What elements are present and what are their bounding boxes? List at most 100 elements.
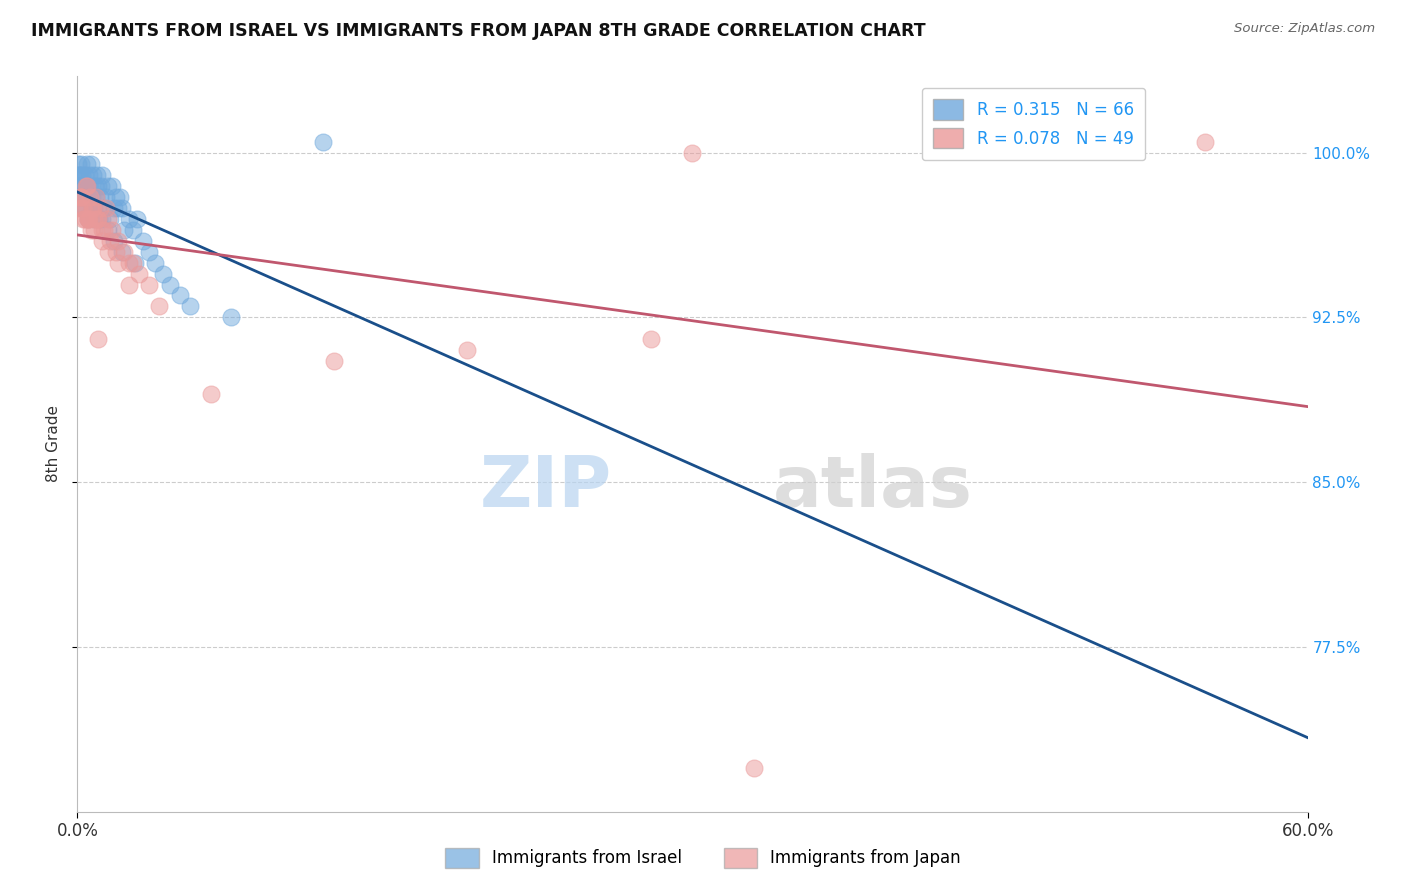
Point (456, 343, 478, 358)
Point (72, 189, 94, 203)
Point (90, 234, 114, 248)
Point (148, 300, 170, 314)
Point (111, 244, 134, 259)
Point (79, 189, 101, 203)
Point (83, 211, 105, 226)
Point (159, 277, 181, 292)
Point (89, 201, 111, 215)
Point (101, 222, 124, 236)
Point (70, 189, 93, 203)
Point (640, 333, 662, 347)
Text: Source: ZipAtlas.com: Source: ZipAtlas.com (1234, 22, 1375, 36)
Point (69, 189, 91, 203)
Point (87, 211, 110, 226)
Point (121, 222, 143, 236)
Point (76, 211, 98, 226)
Point (83, 201, 105, 215)
Point (114, 222, 136, 236)
Point (97, 244, 120, 259)
Y-axis label: 8th Grade: 8th Grade (45, 405, 60, 483)
Point (117, 211, 139, 226)
Point (312, 135, 335, 149)
Point (169, 288, 191, 302)
Point (98, 211, 121, 226)
Point (69, 178, 91, 193)
Point (77, 211, 100, 226)
Point (79, 189, 101, 203)
Point (86, 168, 108, 182)
Point (107, 255, 129, 269)
Point (79, 157, 101, 171)
Point (152, 267, 174, 281)
Point (75, 189, 97, 203)
Point (90, 178, 112, 193)
Point (94, 201, 117, 215)
Point (125, 211, 148, 226)
Point (90, 211, 114, 226)
Point (72, 201, 94, 215)
Point (72, 211, 94, 226)
Point (89, 189, 111, 203)
Point (77, 168, 100, 182)
Point (73, 168, 96, 182)
Legend: R = 0.315   N = 66, R = 0.078   N = 49: R = 0.315 N = 66, R = 0.078 N = 49 (922, 87, 1146, 161)
Text: ZIP: ZIP (481, 453, 613, 523)
Point (83, 178, 105, 193)
Point (73, 211, 96, 226)
Point (138, 277, 160, 292)
Legend: Immigrants from Israel, Immigrants from Japan: Immigrants from Israel, Immigrants from … (439, 841, 967, 875)
Point (67, 157, 90, 171)
Point (322, 354, 344, 368)
Point (76, 157, 98, 171)
Point (128, 267, 150, 281)
Point (219, 310, 242, 325)
Point (114, 244, 136, 259)
Point (105, 189, 128, 203)
Point (67, 168, 90, 182)
Point (70, 157, 93, 171)
Point (72, 201, 94, 215)
Text: IMMIGRANTS FROM ISRAEL VS IMMIGRANTS FROM JAPAN 8TH GRADE CORRELATION CHART: IMMIGRANTS FROM ISRAEL VS IMMIGRANTS FRO… (31, 22, 925, 40)
Point (69, 178, 91, 193)
Point (76, 211, 98, 226)
Point (124, 255, 146, 269)
Point (93, 201, 115, 215)
Point (70, 189, 93, 203)
Text: atlas: atlas (772, 453, 973, 523)
Point (84, 189, 107, 203)
Point (103, 234, 125, 248)
Point (75, 178, 97, 193)
Point (83, 211, 105, 226)
Point (82, 201, 104, 215)
Point (107, 201, 129, 215)
Point (87, 178, 110, 193)
Point (105, 244, 128, 259)
Point (76, 211, 98, 226)
Point (87, 211, 110, 226)
Point (93, 222, 115, 236)
Point (67, 168, 90, 182)
Point (72, 178, 94, 193)
Point (76, 178, 98, 193)
Point (79, 222, 101, 236)
Point (111, 201, 134, 215)
Point (97, 178, 120, 193)
Point (110, 189, 132, 203)
Point (72, 168, 94, 182)
Point (90, 168, 114, 182)
Point (80, 189, 103, 203)
Point (138, 244, 160, 259)
Point (87, 201, 110, 215)
Point (121, 255, 143, 269)
Point (86, 211, 108, 226)
Point (117, 255, 139, 269)
Point (103, 201, 125, 215)
Point (67, 168, 90, 182)
Point (79, 178, 101, 193)
Point (1194, 135, 1216, 149)
Point (90, 222, 114, 236)
Point (94, 189, 117, 203)
Point (75, 178, 97, 193)
Point (682, 145, 704, 160)
Point (84, 189, 107, 203)
